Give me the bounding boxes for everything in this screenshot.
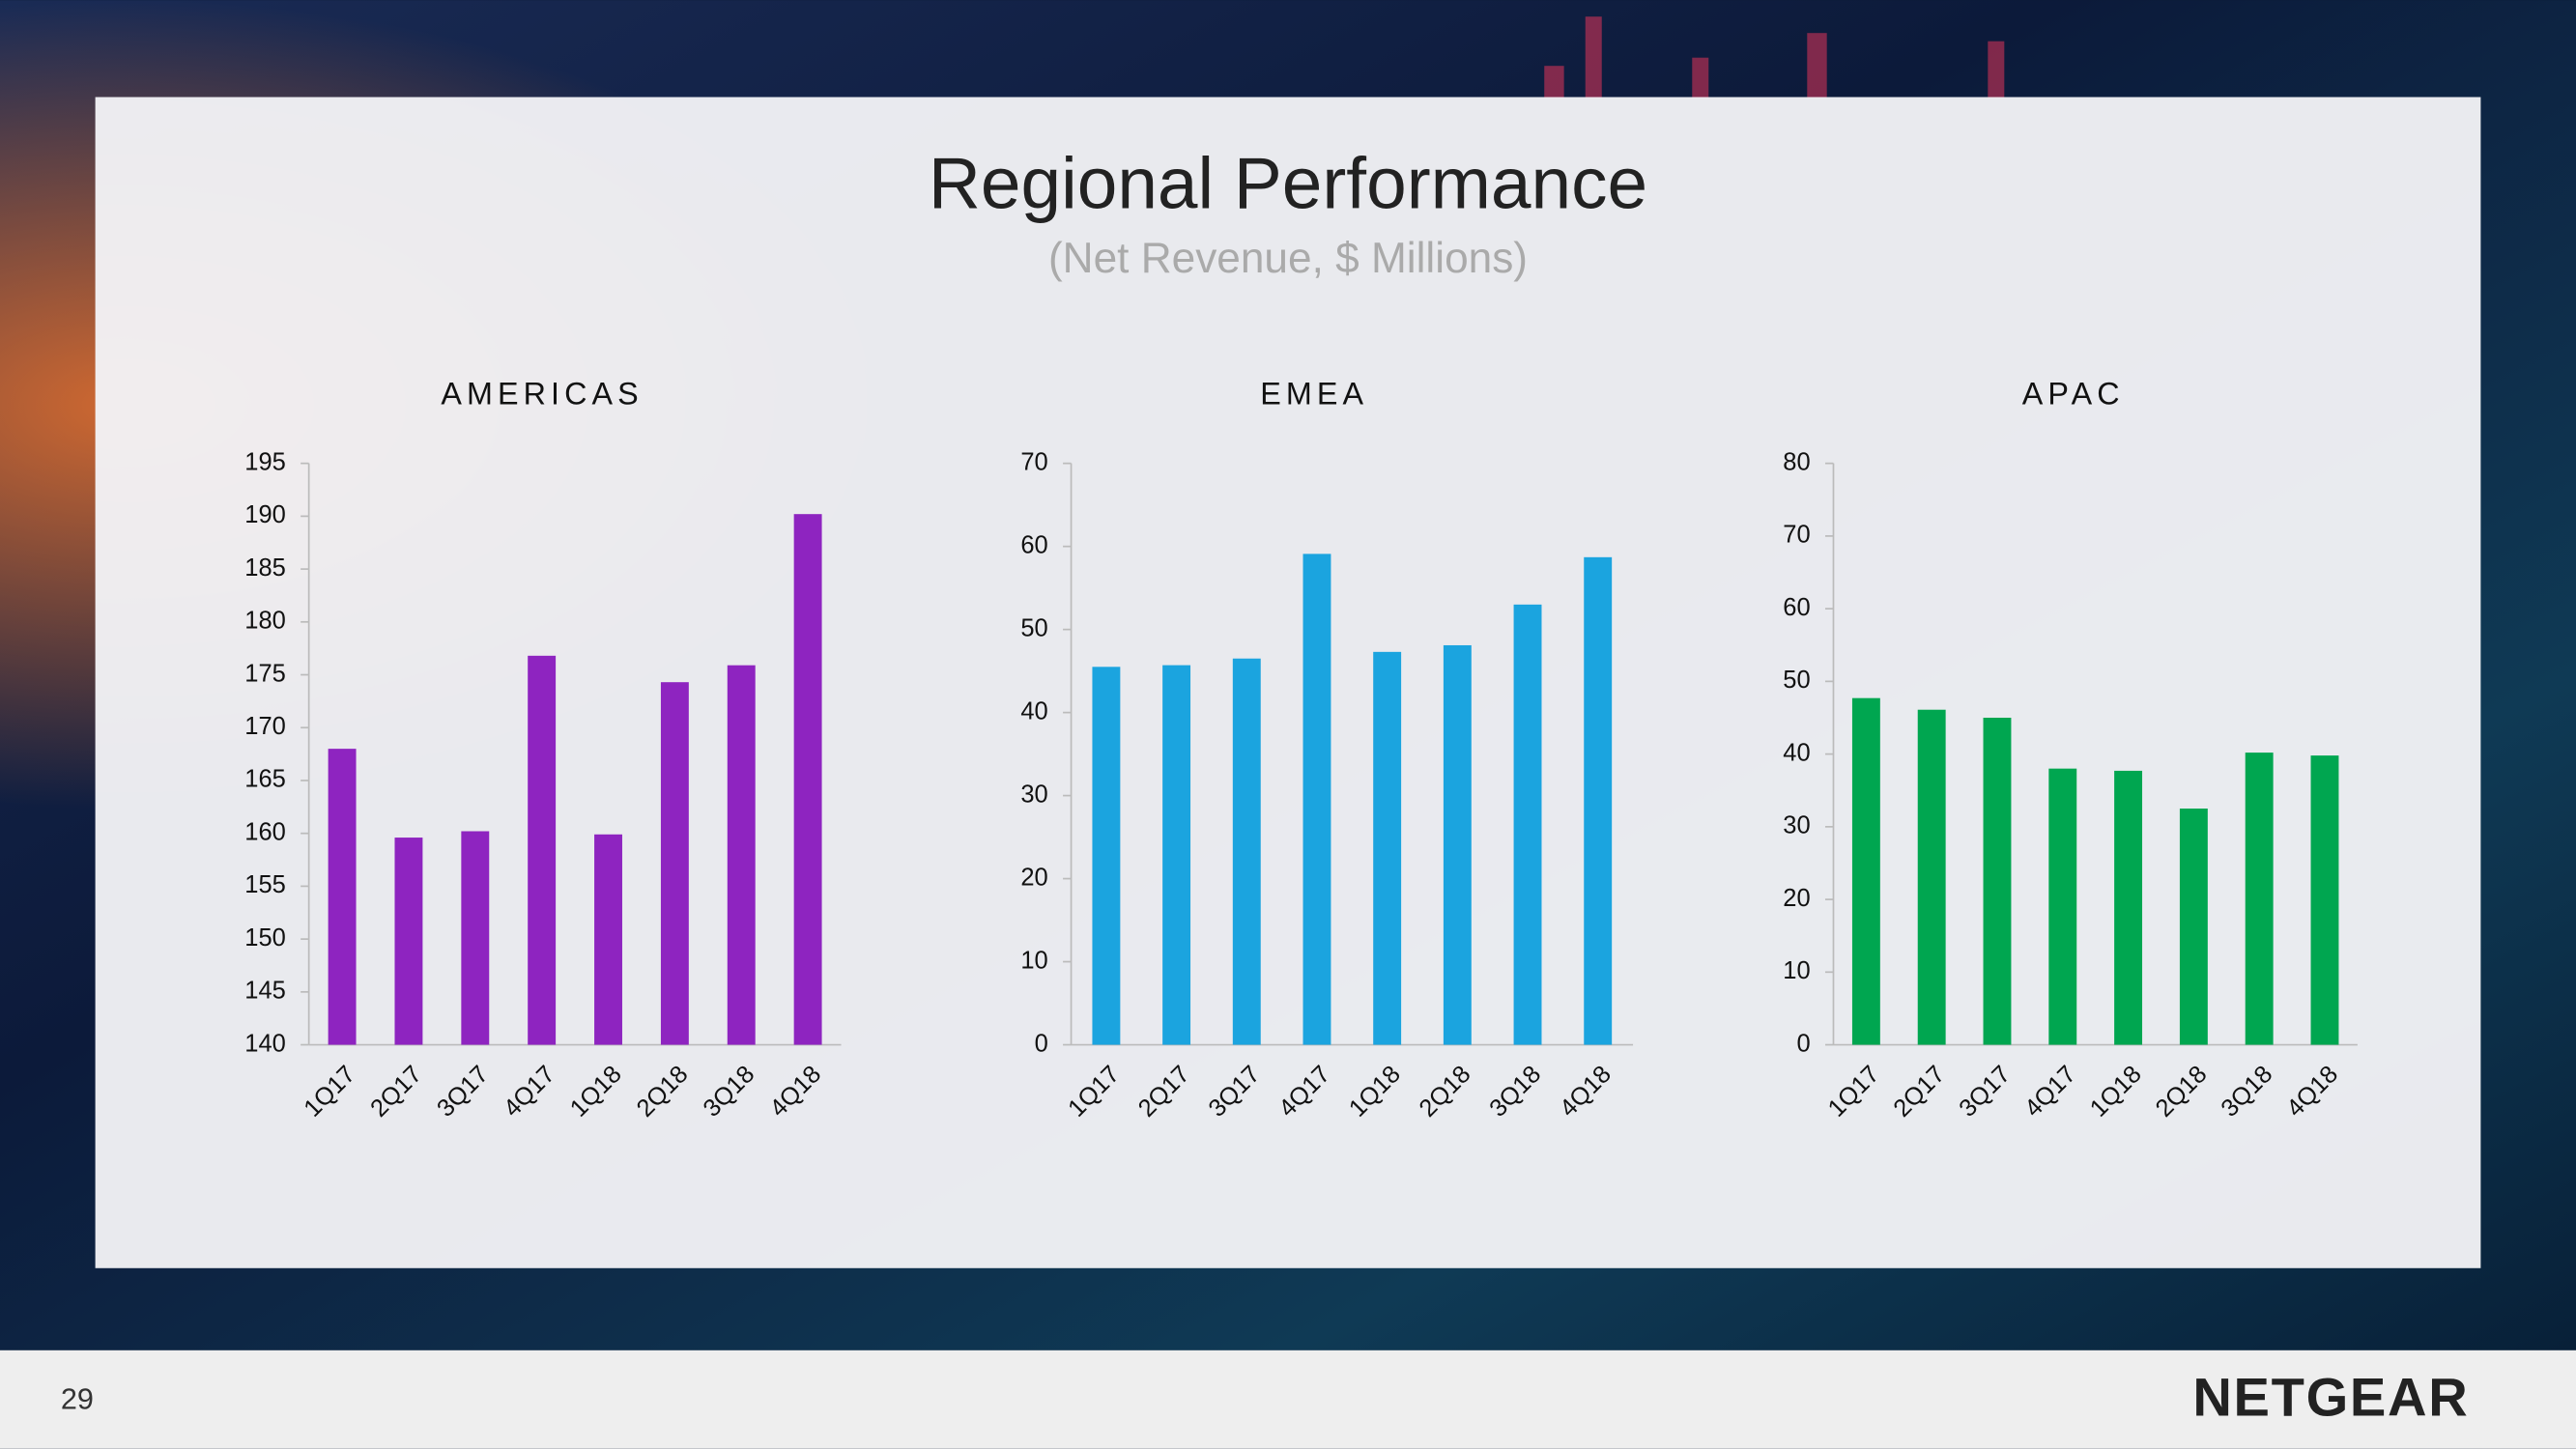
- y-tick-label: 140: [244, 1030, 286, 1057]
- logo: NETGEAR: [2192, 1366, 2469, 1427]
- chart-title: EMEA: [1260, 376, 1368, 411]
- bar: [1513, 604, 1542, 1045]
- bar: [727, 665, 756, 1045]
- bar: [2179, 809, 2208, 1045]
- y-tick-label: 10: [1020, 947, 1047, 974]
- bar: [528, 655, 557, 1045]
- y-tick-label: 155: [244, 871, 286, 898]
- background-bars: [1544, 16, 2005, 99]
- y-tick-label: 195: [244, 448, 286, 475]
- y-tick-label: 30: [1783, 812, 1810, 839]
- y-tick-label: 50: [1020, 614, 1047, 641]
- bar: [2048, 768, 2077, 1045]
- bar: [1162, 665, 1191, 1045]
- y-tick-label: 30: [1020, 781, 1047, 808]
- y-tick-label: 40: [1020, 697, 1047, 724]
- y-tick-label: 150: [244, 924, 286, 952]
- bar: [461, 831, 490, 1045]
- bar: [1851, 697, 1880, 1045]
- y-tick-label: 20: [1783, 885, 1810, 912]
- bar: [1584, 556, 1613, 1045]
- y-tick-label: 145: [244, 978, 286, 1005]
- y-tick-label: 70: [1020, 448, 1047, 475]
- y-tick-label: 20: [1020, 864, 1047, 891]
- y-tick-label: 190: [244, 501, 286, 528]
- bar: [1443, 644, 1472, 1045]
- y-tick-label: 185: [244, 554, 286, 582]
- y-tick-label: 160: [244, 818, 286, 845]
- chart-title: APAC: [2022, 376, 2125, 411]
- y-tick-label: 170: [244, 713, 286, 740]
- page-number: 29: [61, 1383, 94, 1416]
- bar: [594, 834, 622, 1045]
- y-tick-label: 10: [1783, 957, 1810, 984]
- y-tick-label: 80: [1783, 448, 1810, 475]
- bar: [2245, 753, 2274, 1045]
- y-tick-label: 165: [244, 766, 286, 793]
- y-tick-label: 70: [1783, 522, 1810, 549]
- bar: [660, 682, 689, 1045]
- bar: [1232, 658, 1261, 1045]
- slide-subtitle: (Net Revenue, $ Millions): [1048, 235, 1528, 282]
- bar: [2310, 755, 2339, 1045]
- y-tick-label: 50: [1783, 667, 1810, 694]
- bar: [1983, 717, 2012, 1045]
- chart-title: AMERICAS: [441, 376, 644, 411]
- y-tick-label: 0: [1035, 1030, 1048, 1057]
- y-tick-label: 175: [244, 660, 286, 687]
- content-panel: [95, 97, 2481, 1268]
- bar: [793, 514, 822, 1045]
- slide-title: Regional Performance: [929, 142, 1647, 223]
- y-tick-label: 40: [1783, 739, 1810, 766]
- bar: [394, 838, 423, 1045]
- bar: [1373, 651, 1402, 1045]
- y-tick-label: 180: [244, 608, 286, 635]
- bar: [1302, 554, 1331, 1045]
- y-tick-label: 60: [1020, 531, 1047, 558]
- bar: [328, 749, 357, 1045]
- bar: [2114, 770, 2143, 1045]
- footer-bar: [0, 1350, 2576, 1449]
- y-tick-label: 60: [1783, 594, 1810, 621]
- bar: [1092, 667, 1121, 1045]
- bar: [1917, 709, 1946, 1045]
- y-tick-label: 0: [1796, 1030, 1810, 1057]
